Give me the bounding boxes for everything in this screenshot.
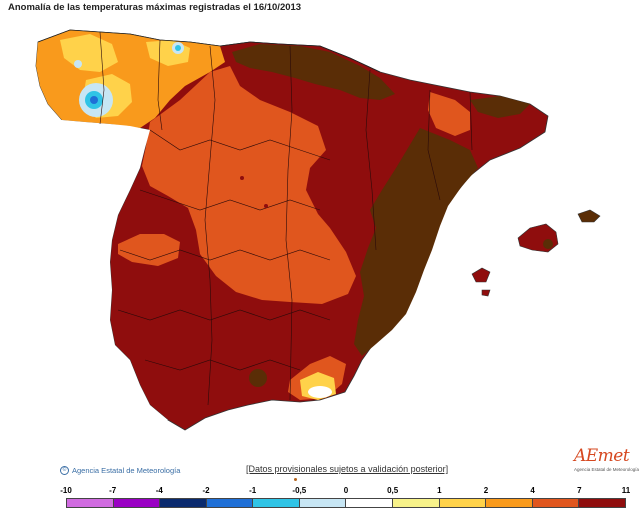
legend-swatch — [579, 499, 625, 507]
zone-cold-core — [90, 96, 98, 104]
legend-label: 7 — [577, 486, 582, 495]
legend-label: -4 — [155, 486, 163, 495]
legend-swatch — [113, 499, 161, 507]
zone-4-7-northeast — [428, 92, 470, 136]
zone-above-11-northeast — [232, 44, 395, 100]
province-borders — [99, 31, 473, 406]
zone-light-north — [74, 60, 82, 68]
legend-label: -1 — [249, 486, 257, 495]
legend-swatch — [486, 499, 533, 507]
island-menorca — [577, 209, 601, 223]
station-dot — [240, 176, 244, 180]
island-mallorca-spot — [543, 239, 553, 249]
credit: © Agencia Estatal de Meteorología — [60, 466, 180, 475]
credit-text: Agencia Estatal de Meteorología — [72, 466, 181, 475]
zone-above-11-catalonia — [470, 96, 530, 118]
legend-label: -0,5 — [292, 486, 307, 495]
legend-swatch — [253, 499, 300, 507]
portugal-area — [0, 120, 168, 420]
legend-swatch — [346, 499, 394, 507]
legend-label: 11 — [621, 486, 631, 495]
legend-swatch — [393, 499, 440, 507]
zone-above-11-east — [354, 128, 478, 356]
map-title: Anomalía de las temperaturas máximas reg… — [8, 2, 302, 13]
provisional-note: [Datos provisionales sujetos a validació… — [246, 464, 449, 474]
legend-color-bar — [66, 498, 626, 508]
legend-swatch — [439, 499, 487, 507]
legend-swatch — [160, 499, 207, 507]
zone-cold-northeast — [175, 45, 181, 51]
legend-swatch — [299, 499, 347, 507]
coast-north — [37, 29, 381, 73]
zone-light-southeast — [308, 386, 332, 398]
station-dot — [264, 204, 268, 208]
aemet-logo: AEmet — [574, 446, 630, 466]
zone-above-11-spot — [249, 369, 267, 387]
provisional-dot — [294, 478, 297, 481]
legend-label: 0,5 — [387, 486, 399, 495]
zone-4-7-center — [142, 66, 356, 304]
legend-swatch — [206, 499, 254, 507]
island-mallorca — [517, 223, 559, 253]
legend-label: 2 — [483, 486, 489, 495]
aemet-logo-subtitle: Agencia Estatal de Meteorología — [574, 467, 640, 472]
legend-label: 0 — [343, 486, 349, 495]
island-formentera — [481, 289, 491, 297]
legend-label: -7 — [109, 486, 117, 495]
island-ibiza — [471, 267, 491, 283]
legend-label: -2 — [202, 486, 210, 495]
copyright-icon: © — [60, 466, 69, 475]
zone-4-7-west — [118, 234, 180, 266]
legend-label: 4 — [530, 486, 535, 495]
legend-labels: -10 -7 -4 -2 -1 -0,5 0 0,5 1 2 4 7 11 — [0, 486, 640, 498]
legend-label: -10 — [60, 486, 72, 495]
legend-swatch — [67, 499, 114, 507]
legend-swatch — [532, 499, 580, 507]
legend-label: 1 — [437, 486, 442, 495]
